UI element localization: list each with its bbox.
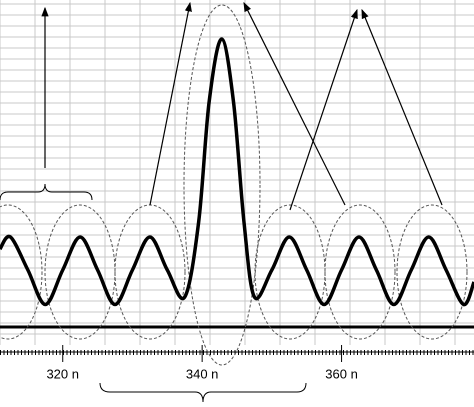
cycle-outline	[396, 204, 468, 340]
annotations	[0, 1, 468, 403]
arrow	[289, 8, 358, 211]
cycle-outline	[324, 204, 396, 340]
arrow	[149, 1, 192, 206]
x-tick-label: 320 n	[46, 366, 79, 381]
arrow	[361, 8, 443, 206]
waveform	[0, 37, 474, 307]
brace	[99, 382, 307, 403]
x-tick-label: 360 n	[325, 366, 358, 381]
minor-ticks	[0, 350, 474, 355]
cycle-outline	[44, 204, 116, 340]
arrow	[243, 1, 346, 206]
cycle-outline	[183, 4, 261, 366]
brace	[0, 183, 93, 201]
cycle-outline	[0, 204, 43, 340]
x-tick-label: 340 n	[186, 366, 219, 381]
cycle-outline	[254, 204, 326, 340]
